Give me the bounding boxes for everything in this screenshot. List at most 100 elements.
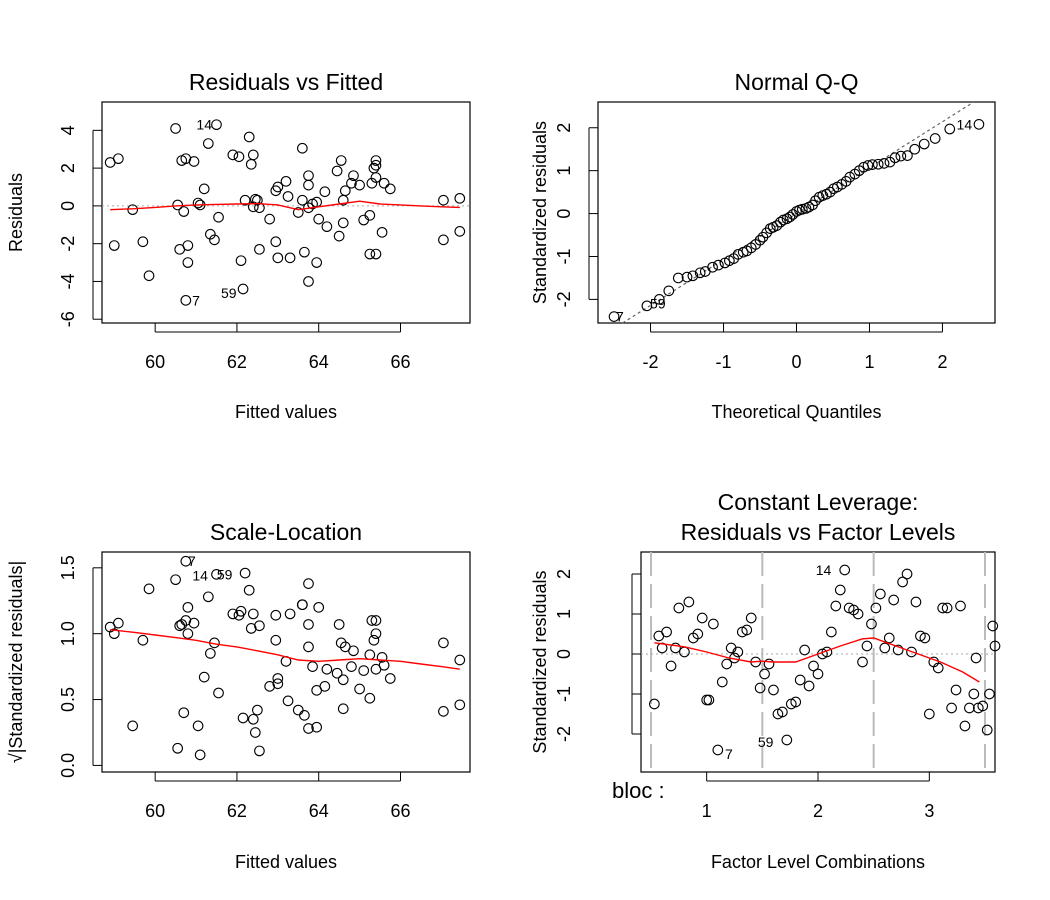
data-point — [303, 619, 314, 630]
data-point — [663, 285, 675, 297]
y-tick-label: 1.0 — [58, 621, 78, 646]
smoother-line — [654, 637, 980, 683]
data-point — [454, 226, 466, 237]
data-point — [763, 658, 775, 670]
data-point — [771, 220, 783, 231]
data-point — [866, 618, 877, 630]
data-point — [303, 578, 314, 589]
data-point — [713, 259, 724, 271]
data-point — [292, 207, 304, 218]
data-point — [237, 283, 249, 295]
data-point — [247, 608, 259, 620]
data-point — [918, 138, 930, 150]
data-point — [143, 270, 155, 282]
data-point — [319, 681, 331, 692]
data-point — [174, 620, 186, 632]
plot-frame — [101, 101, 471, 324]
data-point — [180, 555, 192, 567]
data-point — [331, 667, 343, 679]
data-point — [264, 213, 275, 225]
data-point — [839, 564, 851, 576]
data-point — [708, 618, 719, 630]
y-axis-label: Residuals — [6, 173, 26, 252]
y-tick-label: -4 — [58, 273, 78, 289]
data-point — [950, 684, 962, 696]
data-point — [759, 668, 770, 680]
data-point — [182, 257, 194, 268]
data-point — [170, 123, 181, 134]
data-point — [641, 300, 653, 312]
data-point — [867, 159, 878, 171]
data-point — [254, 202, 265, 214]
x-tick-label: -1 — [716, 352, 732, 372]
data-point — [687, 270, 699, 282]
x-axis-label: Fitted values — [235, 852, 337, 872]
data-point — [941, 602, 953, 614]
data-point — [707, 261, 718, 273]
data-point — [944, 123, 956, 135]
data-point — [796, 203, 808, 215]
data-point — [198, 183, 210, 195]
y-tick-label: 0.5 — [58, 687, 78, 712]
data-point — [284, 252, 296, 264]
data-point — [333, 619, 345, 630]
data-point — [280, 175, 292, 187]
data-point — [182, 601, 194, 613]
data-point — [376, 652, 388, 663]
data-point — [977, 700, 989, 712]
point-label: 14 — [196, 117, 212, 133]
data-point — [311, 721, 323, 733]
data-point — [233, 151, 245, 163]
data-point — [297, 194, 308, 206]
data-point — [964, 702, 975, 714]
data-point — [364, 692, 376, 704]
data-point — [874, 588, 886, 600]
data-point — [182, 240, 194, 251]
data-point — [901, 568, 913, 580]
data-point — [303, 170, 314, 182]
data-point — [712, 744, 724, 756]
data-point — [649, 698, 660, 710]
data-point — [282, 695, 294, 707]
y-tick-label: 2 — [554, 569, 574, 579]
data-point — [192, 197, 204, 209]
data-point — [454, 654, 466, 666]
data-point — [313, 213, 325, 225]
data-point — [703, 694, 715, 706]
data-point — [137, 634, 149, 646]
point-label: 14 — [816, 562, 832, 578]
x-tick-label: 0 — [791, 352, 801, 372]
plot-frame — [597, 101, 996, 324]
data-point — [358, 214, 370, 226]
x-axis-label: Factor Level Combinations — [711, 852, 925, 872]
data-point — [254, 243, 265, 255]
data-point — [895, 150, 907, 162]
point-label: 59 — [221, 285, 237, 301]
data-point — [910, 596, 922, 608]
data-point — [384, 673, 396, 684]
data-point — [384, 183, 396, 195]
data-point — [803, 680, 815, 692]
data-point — [358, 665, 370, 676]
x-axis-label: Theoretical Quantiles — [711, 402, 881, 422]
y-axis-label: Standardized residuals — [530, 570, 550, 753]
data-point — [888, 594, 900, 606]
data-point — [243, 584, 255, 596]
data-point — [376, 226, 388, 238]
data-point — [768, 684, 779, 696]
data-point — [235, 255, 247, 267]
data-point — [348, 645, 359, 657]
data-point — [909, 143, 921, 155]
point-label: 59 — [217, 566, 233, 582]
y-tick-label: 1 — [554, 609, 574, 619]
data-point — [897, 576, 908, 588]
data-point — [879, 642, 891, 654]
data-point — [808, 660, 819, 672]
data-point — [878, 158, 890, 169]
y-tick-label: -1 — [554, 686, 574, 702]
data-point — [235, 605, 247, 617]
data-point — [303, 641, 314, 653]
data-point — [364, 649, 376, 661]
data-point — [799, 644, 810, 656]
x-tick-label: 2 — [813, 801, 823, 821]
